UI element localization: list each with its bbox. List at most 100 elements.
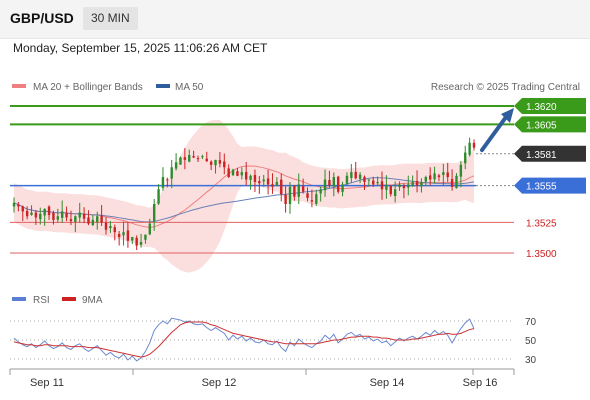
candle-body xyxy=(367,179,371,181)
candle-body xyxy=(249,175,252,180)
candle-body xyxy=(341,184,344,192)
time-axis-label: Sep 11 xyxy=(30,377,64,389)
datetime-label: Monday, September 15, 2025 11:06:26 AM C… xyxy=(13,41,268,55)
ma20-legend-swatch xyxy=(12,84,26,88)
candle-body xyxy=(157,189,160,204)
candle-body xyxy=(315,194,318,204)
candle-body xyxy=(135,237,138,246)
candle-body xyxy=(306,193,309,198)
candle-body xyxy=(174,162,178,169)
candle-body xyxy=(25,210,29,217)
candle-body xyxy=(433,173,436,180)
level-1-3555-tag xyxy=(514,177,586,194)
moving-averages xyxy=(13,165,475,228)
rsi-legend-swatch xyxy=(12,297,26,301)
candle-body xyxy=(424,177,428,182)
top-bar: GBP/USD 30 MIN xyxy=(0,0,590,39)
candle-body xyxy=(240,172,244,176)
ma50-line xyxy=(13,177,475,223)
candle-body xyxy=(113,227,116,233)
candle-body xyxy=(385,185,388,190)
ma20-legend-label: MA 20 + Bollinger Bands xyxy=(33,82,143,93)
candle-body xyxy=(12,202,16,207)
candle-body xyxy=(117,233,121,238)
candle-body xyxy=(266,178,270,185)
candle-body xyxy=(345,175,349,185)
rsi-legend-label: RSI xyxy=(33,295,50,306)
candle-body xyxy=(455,175,458,189)
candle-body xyxy=(350,172,353,178)
bollinger-band xyxy=(14,119,474,273)
candle-body xyxy=(398,184,401,188)
candle-body xyxy=(328,180,331,186)
timeframe-button[interactable]: 30 MIN xyxy=(83,7,138,30)
candle-body xyxy=(437,175,441,178)
candle-body xyxy=(275,181,279,186)
candle-body xyxy=(332,177,336,187)
candle-body xyxy=(380,181,384,190)
candle-body xyxy=(284,194,287,204)
candle-body xyxy=(196,158,200,160)
candle-body xyxy=(393,189,397,196)
candle-body xyxy=(402,185,406,189)
rsi-tick-label: 70 xyxy=(525,317,537,328)
bollinger-band-area xyxy=(14,119,474,273)
time-axis-label: Sep 14 xyxy=(370,377,405,389)
level-1-3581-label: 1.3581 xyxy=(526,150,557,161)
candle-body xyxy=(271,184,274,187)
candle-body xyxy=(236,171,239,176)
candle-body xyxy=(336,176,340,192)
candle-body xyxy=(179,157,182,165)
candle-body xyxy=(407,184,410,188)
candle-body xyxy=(389,186,392,195)
candle-body xyxy=(74,216,77,222)
forecast-arrow-shaft xyxy=(480,115,508,153)
candle-body xyxy=(420,181,423,187)
level-1-3500-label: 1.3500 xyxy=(526,249,557,260)
candle-body xyxy=(354,171,357,179)
candle-body xyxy=(82,213,86,219)
candle-body xyxy=(301,186,305,192)
candle-body xyxy=(43,208,46,216)
candle-body xyxy=(91,219,95,225)
candle-body xyxy=(201,156,204,158)
time-axis-label: Sep 12 xyxy=(202,377,237,389)
level-1-3581-tag xyxy=(514,145,586,162)
candle-body xyxy=(459,164,463,177)
candle-body xyxy=(244,171,248,180)
candle-body xyxy=(131,237,134,241)
candle-body xyxy=(253,175,257,182)
candle-body xyxy=(323,179,327,191)
forecast-arrow xyxy=(480,108,514,153)
candle-body xyxy=(472,142,476,148)
level-1-3605-tag xyxy=(514,116,586,133)
candle-body xyxy=(450,179,454,187)
candle-body xyxy=(109,226,112,229)
candle-body xyxy=(87,217,90,224)
forecast-arrow-head xyxy=(501,108,514,124)
candle-body xyxy=(192,156,195,158)
rsi-tick-label: 30 xyxy=(525,355,537,366)
ma50-legend-label: MA 50 xyxy=(175,82,204,93)
rsi-ma-legend-swatch xyxy=(62,297,76,301)
ma50-legend-swatch xyxy=(156,84,170,88)
candle-body xyxy=(161,177,165,188)
candle-body xyxy=(144,234,147,240)
candle-body xyxy=(52,212,55,220)
candle-body xyxy=(170,167,173,179)
candle-body xyxy=(21,206,24,212)
level-1-3555-label: 1.3555 xyxy=(526,182,557,193)
candle-body xyxy=(297,184,300,197)
candle-body xyxy=(152,204,156,222)
candle-body xyxy=(262,179,265,182)
candle-body xyxy=(258,181,261,184)
credit-label: Research © 2025 Trading Central xyxy=(431,82,580,93)
level-1-3620-tag xyxy=(514,98,586,114)
candle-body xyxy=(69,219,73,222)
candle-body xyxy=(183,157,187,160)
candle-body xyxy=(227,168,230,178)
time-axis-label: Sep 16 xyxy=(463,377,498,389)
price-levels: 1.3620 1.3605 1.3581 1.3555 1.3525 1.3500 xyxy=(10,98,586,260)
candle-body xyxy=(34,212,38,218)
rsi-ma-legend-label: 9MA xyxy=(82,295,103,306)
